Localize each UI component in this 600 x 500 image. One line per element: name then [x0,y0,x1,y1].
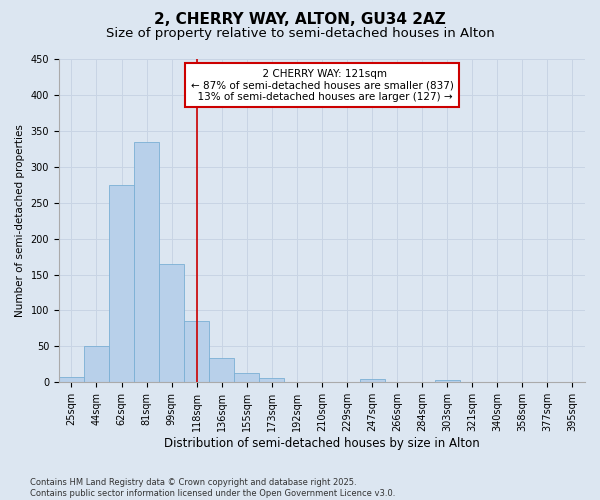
Text: 2, CHERRY WAY, ALTON, GU34 2AZ: 2, CHERRY WAY, ALTON, GU34 2AZ [154,12,446,28]
Bar [184,322,209,382]
Text: Size of property relative to semi-detached houses in Alton: Size of property relative to semi-detach… [106,28,494,40]
Bar [84,346,109,382]
Bar [159,264,184,382]
Bar [59,378,84,382]
Bar [234,373,259,382]
X-axis label: Distribution of semi-detached houses by size in Alton: Distribution of semi-detached houses by … [164,437,480,450]
Bar [209,358,234,382]
Text: Contains HM Land Registry data © Crown copyright and database right 2025.
Contai: Contains HM Land Registry data © Crown c… [30,478,395,498]
Bar [109,184,134,382]
Text: 2 CHERRY WAY: 121sqm
← 87% of semi-detached houses are smaller (837)
  13% of se: 2 CHERRY WAY: 121sqm ← 87% of semi-detac… [191,68,454,102]
Bar [434,380,460,382]
Bar [259,378,284,382]
Bar [134,142,159,382]
Y-axis label: Number of semi-detached properties: Number of semi-detached properties [15,124,25,317]
Bar [359,380,385,382]
